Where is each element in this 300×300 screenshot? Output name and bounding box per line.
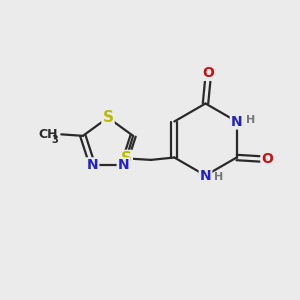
Text: O: O [261,152,273,166]
Text: H: H [246,115,255,125]
Text: 3: 3 [51,135,58,145]
Text: O: O [202,66,214,80]
Text: N: N [118,158,129,172]
Text: H: H [214,172,224,182]
Text: S: S [103,110,113,125]
Text: N: N [200,169,211,182]
Text: CH: CH [38,128,58,141]
Text: N: N [87,158,98,172]
Text: N: N [231,115,242,128]
Text: S: S [121,151,132,166]
